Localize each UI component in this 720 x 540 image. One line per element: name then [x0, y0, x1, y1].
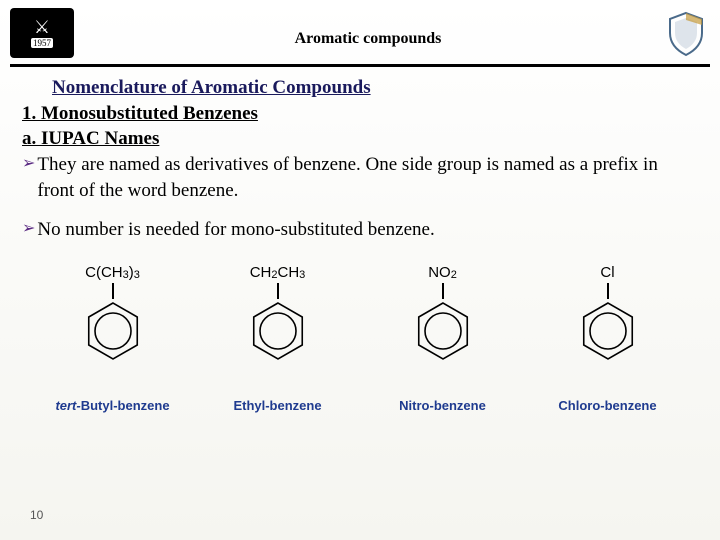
compound-name: tert-Butyl-benzene [55, 398, 169, 413]
bond-line [277, 283, 279, 299]
bullet-arrow-icon: ➢ [22, 152, 35, 203]
bullet-2-text: No number is needed for mono-substituted… [37, 217, 698, 243]
compound-name: Chloro-benzene [558, 398, 656, 413]
compound-name: Nitro-benzene [399, 398, 486, 413]
heading-monosubstituted: 1. Monosubstituted Benzenes [22, 101, 698, 127]
benzene-ring-icon [246, 299, 310, 368]
figures-row: C(CH3)3 tert-Butyl-benzeneCH2CH3 Ethyl-b… [0, 243, 720, 413]
logo-left-emblem: ⚔ 1957 [10, 8, 74, 58]
heading-nomenclature: Nomenclature of Aromatic Compounds [22, 75, 698, 101]
logo-right-shield [662, 9, 710, 57]
benzene-ring-icon [576, 299, 640, 368]
compound-name: Ethyl-benzene [233, 398, 321, 413]
substituent-label: CH2CH3 [250, 261, 306, 281]
logo-year: 1957 [31, 38, 53, 48]
page-number: 10 [30, 508, 43, 522]
content-area: Nomenclature of Aromatic Compounds 1. Mo… [0, 67, 720, 243]
substituent-label: NO2 [428, 261, 457, 281]
heading-iupac: a. IUPAC Names [22, 126, 698, 152]
bond-line [607, 283, 609, 299]
substituent-label: C(CH3)3 [85, 261, 140, 281]
substituent-label: Cl [600, 261, 614, 281]
benzene-ring-icon [81, 299, 145, 368]
figure-column: C(CH3)3 tert-Butyl-benzene [38, 261, 188, 413]
bond-line [442, 283, 444, 299]
figure-column: CH2CH3 Ethyl-benzene [203, 261, 353, 413]
benzene-ring-icon [411, 299, 475, 368]
page-title: Aromatic compounds [74, 18, 662, 48]
palm-icon: ⚔ [34, 18, 50, 36]
bullet-arrow-icon: ➢ [22, 217, 35, 243]
figure-column: Cl Chloro-benzene [533, 261, 683, 413]
bond-line [112, 283, 114, 299]
bullet-1-text: They are named as derivatives of benzene… [37, 152, 698, 203]
figure-column: NO2 Nitro-benzene [368, 261, 518, 413]
